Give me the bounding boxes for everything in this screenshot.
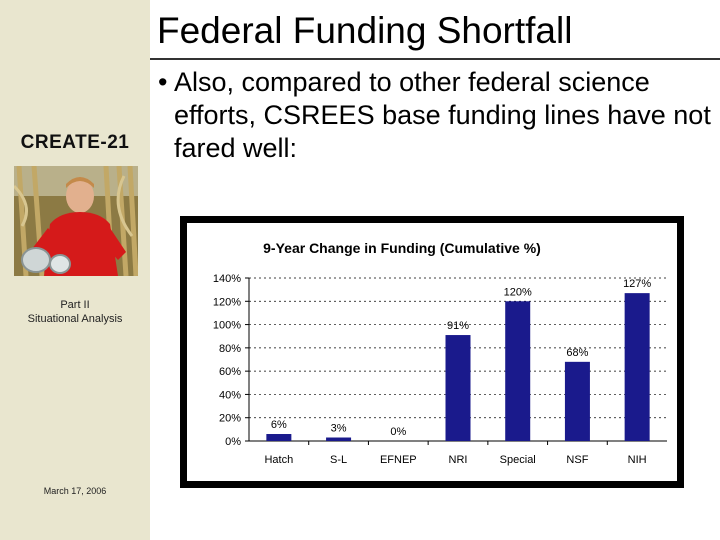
x-tick-label: NSF	[566, 454, 588, 466]
slide-title: Federal Funding Shortfall	[157, 10, 573, 51]
section-line-1: Part II	[60, 299, 90, 311]
x-tick-label: NRI	[449, 454, 468, 466]
data-label: 91%	[447, 320, 469, 332]
title-divider	[150, 58, 720, 60]
data-label: 0%	[390, 426, 406, 438]
y-tick-label: 120%	[213, 296, 241, 308]
y-tick-label: 0%	[225, 436, 241, 448]
bar-nih	[624, 293, 650, 441]
y-tick-label: 140%	[213, 273, 241, 285]
x-tick-label: NIH	[628, 454, 647, 466]
chart-frame: 9-Year Change in Funding (Cumulative %) …	[180, 216, 684, 488]
brand-label: CREATE-21	[20, 132, 130, 153]
date-label: March 17, 2006	[43, 486, 107, 496]
section-line-2: Situational Analysis	[27, 313, 123, 325]
y-tick-label: 20%	[219, 413, 241, 425]
data-label: 6%	[271, 419, 287, 431]
data-label: 120%	[504, 286, 532, 298]
x-tick-label: EFNEP	[380, 454, 417, 466]
bar-special	[505, 301, 531, 441]
farmer-in-cornfield-icon	[14, 166, 138, 276]
data-label: 3%	[331, 423, 347, 435]
bar-s-l	[326, 437, 352, 441]
bar-nsf	[564, 361, 590, 441]
sidebar: CREATE-21 Part II Situational Analysis M…	[0, 0, 150, 540]
data-label: 127%	[623, 278, 651, 290]
y-tick-label: 100%	[213, 320, 241, 332]
bar-hatch	[266, 434, 292, 441]
data-label: 68%	[566, 347, 588, 359]
bar-nri	[445, 335, 471, 441]
farmer-photo	[14, 166, 138, 276]
bullet-text: Also, compared to other federal science …	[174, 67, 711, 163]
chart-background	[187, 223, 677, 481]
y-tick-label: 40%	[219, 389, 241, 401]
x-tick-label: S-L	[330, 454, 347, 466]
axes: 0% 20% 40% 60% 80% 100% 120% 140% Hatch S-L EFNEP N…	[213, 273, 667, 466]
chart-title: 9-Year Change in Funding (Cumulative %)	[263, 240, 541, 256]
bullet-icon: •	[158, 67, 168, 97]
data-labels: 6% 3% 0% 91% 120% 68% 127%	[271, 278, 652, 438]
y-tick-label: 80%	[219, 343, 241, 355]
y-tick-label: 60%	[219, 366, 241, 378]
section-label: Part II Situational Analysis	[0, 298, 150, 326]
bar-chart: 9-Year Change in Funding (Cumulative %) …	[187, 223, 677, 481]
x-tick-label: Hatch	[264, 454, 293, 466]
bars	[266, 293, 650, 441]
x-tick-label: Special	[500, 454, 536, 466]
